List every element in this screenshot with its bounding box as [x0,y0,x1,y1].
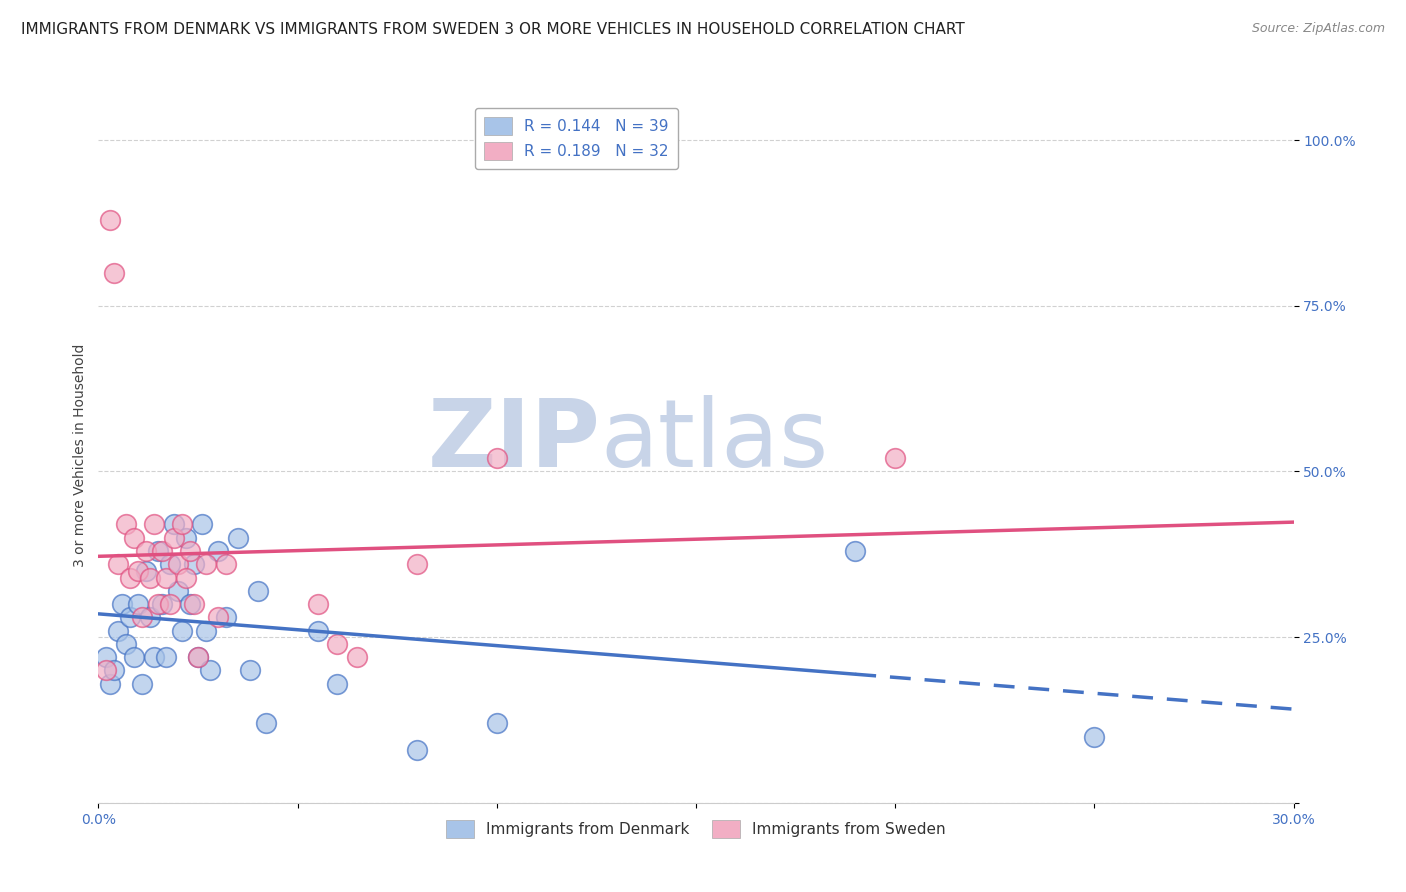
Point [98,212,122,227]
Point [187,650,209,665]
Point [207,610,229,624]
Point [131,676,153,690]
Point [163,517,186,532]
Point [254,716,277,731]
Text: atlas: atlas [600,395,828,487]
Point [163,531,186,545]
Point [167,583,190,598]
Point [103,266,125,280]
Point [131,610,153,624]
Point [107,558,129,572]
Point [195,558,218,572]
Point [174,570,197,584]
Point [159,597,181,611]
Point [167,558,190,572]
Point [239,663,262,677]
Point [1083,730,1105,744]
Point [155,570,177,584]
Point [135,544,157,558]
Y-axis label: 3 or more Vehicles in Household: 3 or more Vehicles in Household [73,343,87,566]
Text: ZIP: ZIP [427,395,600,487]
Point [103,663,125,677]
Point [98,676,122,690]
Point [111,597,134,611]
Point [107,624,129,638]
Point [115,637,138,651]
Point [183,597,205,611]
Point [307,624,329,638]
Legend: Immigrants from Denmark, Immigrants from Sweden: Immigrants from Denmark, Immigrants from… [440,814,952,844]
Point [179,544,201,558]
Point [150,597,173,611]
Point [155,650,177,665]
Point [148,597,170,611]
Point [127,597,149,611]
Point [326,637,349,651]
Point [159,558,181,572]
Point [143,650,166,665]
Point [844,544,866,558]
Point [406,743,429,757]
Point [179,597,201,611]
Point [124,531,146,545]
Point [215,610,238,624]
Point [183,558,205,572]
Point [139,610,162,624]
Point [150,544,173,558]
Text: IMMIGRANTS FROM DENMARK VS IMMIGRANTS FROM SWEDEN 3 OR MORE VEHICLES IN HOUSEHOL: IMMIGRANTS FROM DENMARK VS IMMIGRANTS FR… [21,22,965,37]
Point [485,451,508,466]
Point [172,624,194,638]
Text: Source: ZipAtlas.com: Source: ZipAtlas.com [1251,22,1385,36]
Point [406,558,429,572]
Point [215,558,238,572]
Point [195,624,218,638]
Point [246,583,269,598]
Point [191,517,214,532]
Point [884,451,907,466]
Point [485,716,508,731]
Point [174,531,197,545]
Point [124,650,146,665]
Point [96,663,118,677]
Point [187,650,209,665]
Point [120,610,142,624]
Point [148,544,170,558]
Point [307,597,329,611]
Point [226,531,249,545]
Point [127,564,149,578]
Point [115,517,138,532]
Point [135,564,157,578]
Point [346,650,368,665]
Point [120,570,142,584]
Point [207,544,229,558]
Point [198,663,221,677]
Point [326,676,349,690]
Point [139,570,162,584]
Point [143,517,166,532]
Point [96,650,118,665]
Point [172,517,194,532]
